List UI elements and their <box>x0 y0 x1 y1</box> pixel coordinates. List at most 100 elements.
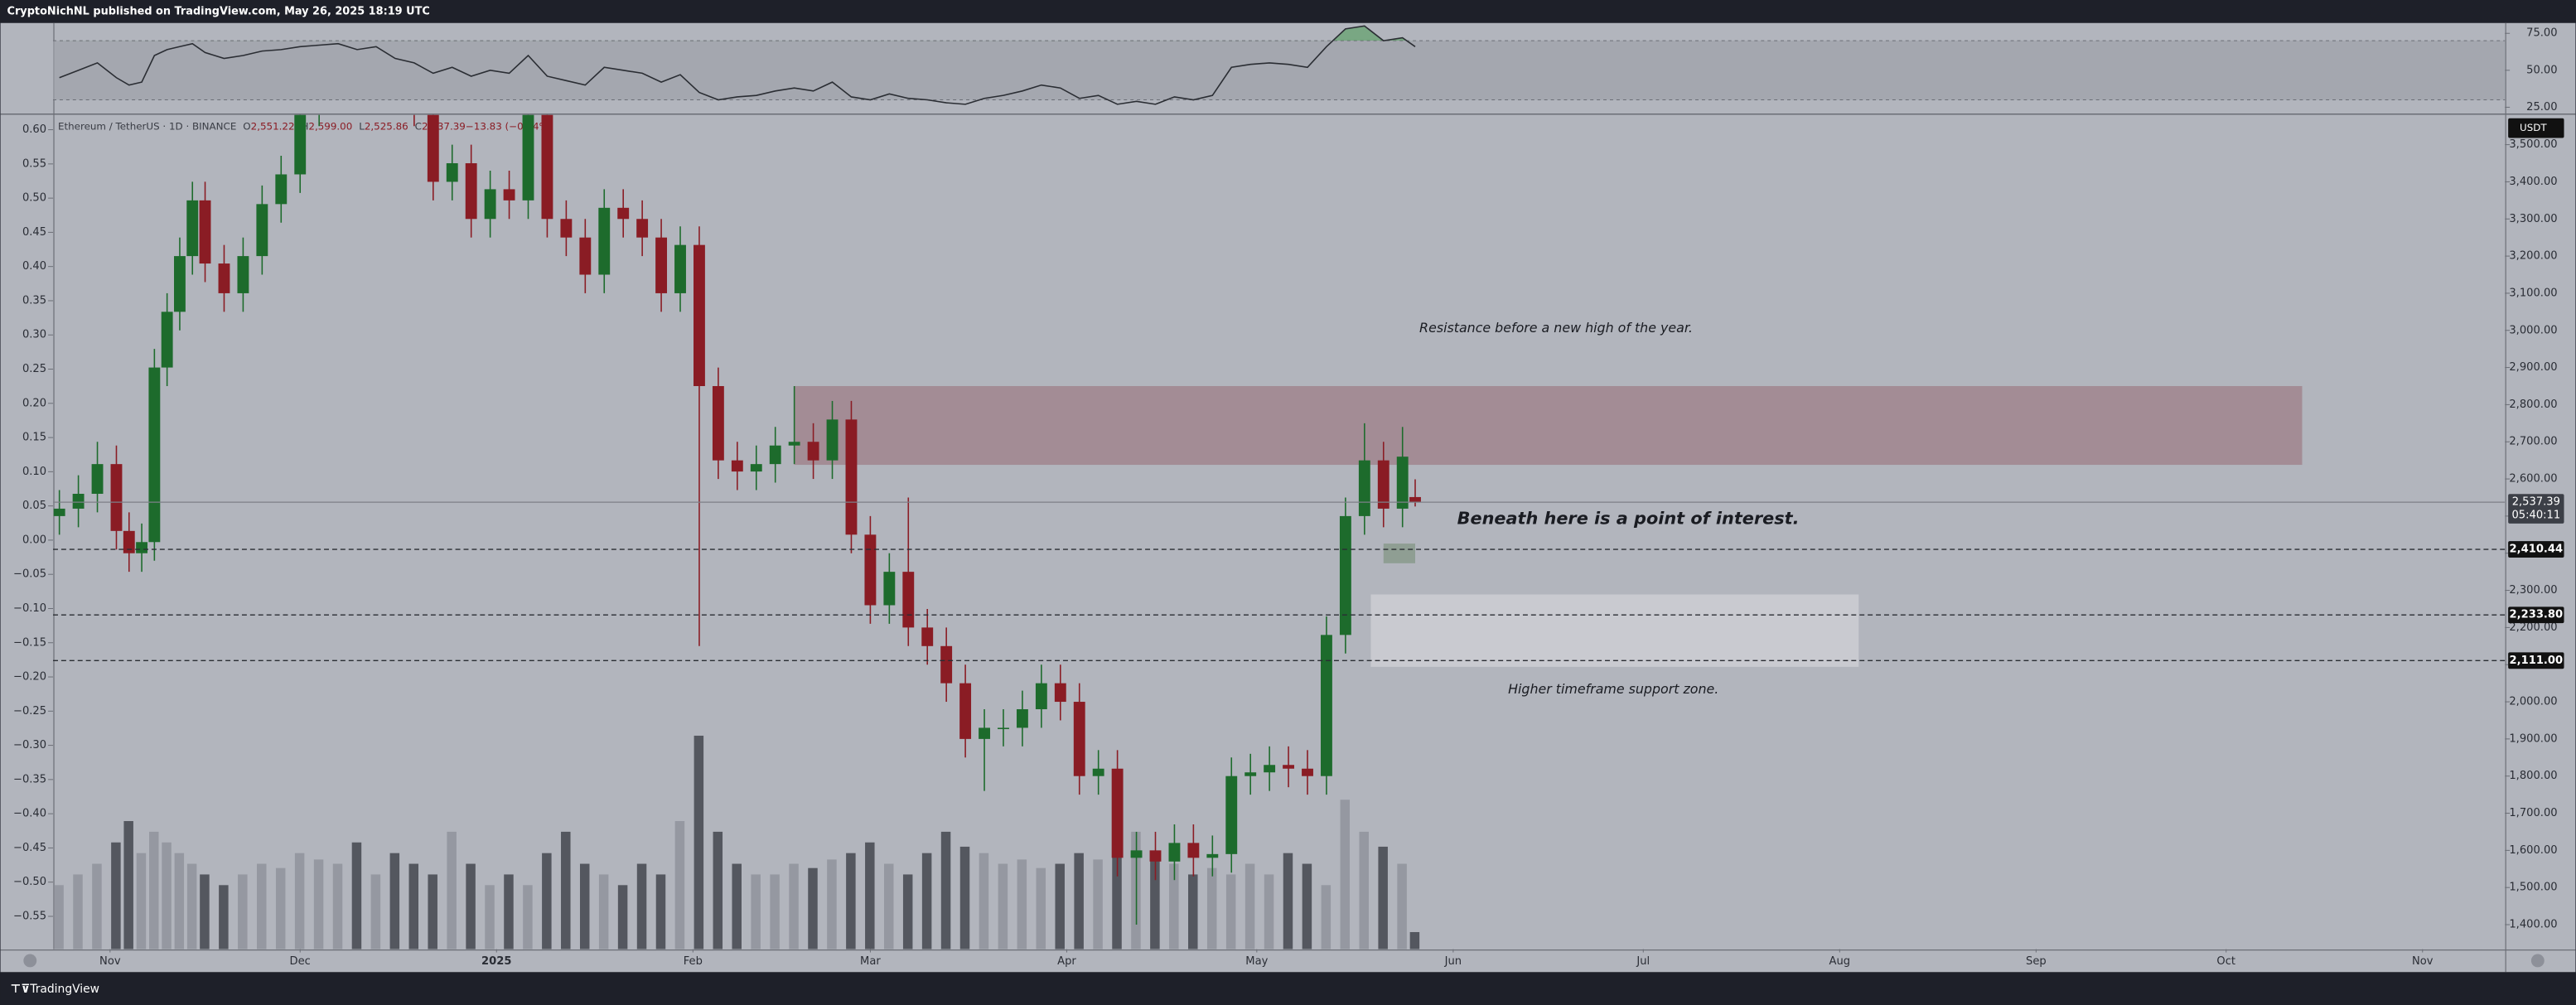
y-tick-label: 1,900.00 <box>2509 732 2557 745</box>
axis-button[interactable] <box>23 954 37 968</box>
volume-bar <box>111 842 121 949</box>
volume-bar <box>238 874 248 949</box>
candle-body <box>218 263 230 293</box>
candle-body <box>186 200 199 257</box>
left-tick-label: 0.35 <box>22 294 46 307</box>
last-price-label: 2,537.39 <box>2512 496 2560 509</box>
candle-body <box>1339 515 1351 635</box>
legend-value: 2,525.86 <box>365 120 408 132</box>
left-tick-label: 0.10 <box>22 466 46 478</box>
left-tick-label: 0.50 <box>22 192 46 205</box>
legend-value: −13.83 (−0.54%) <box>466 120 553 132</box>
volume-bar <box>636 863 647 949</box>
volume-bar <box>447 831 457 949</box>
y-tick-label: 3,500.00 <box>2509 138 2557 151</box>
main-pane <box>53 114 2506 949</box>
legend-key: C <box>415 120 422 132</box>
candle-body <box>1206 853 1219 858</box>
candle-body <box>148 367 161 543</box>
annotation: Beneath here is a point of interest. <box>1457 508 1800 528</box>
candle-body <box>1283 765 1295 769</box>
y-tick-label: 2,000.00 <box>2509 696 2557 708</box>
candle-body <box>1302 768 1313 776</box>
y-tick-label: 3,200.00 <box>2509 250 2557 263</box>
volume-bar <box>1112 842 1122 949</box>
volume-bar <box>389 853 400 949</box>
volume-bar <box>1397 863 1407 949</box>
volume-bar <box>351 842 362 949</box>
volume-bar <box>1321 885 1331 949</box>
legend-value: 2,551.22 <box>251 120 295 132</box>
volume-bar <box>846 853 856 949</box>
volume-bar <box>561 831 571 949</box>
legend-key: O <box>243 120 250 132</box>
volume-bar <box>979 853 989 949</box>
zone <box>1370 594 1859 667</box>
candle-body <box>1168 843 1181 862</box>
volume-bar <box>136 853 147 949</box>
y-tick-label: 2,300.00 <box>2509 584 2557 597</box>
last-price-box <box>2508 494 2564 524</box>
volume-bar <box>598 874 609 949</box>
volume-bar <box>751 874 761 949</box>
x-tick-label: Feb <box>684 955 703 968</box>
volume-bar <box>884 863 894 949</box>
volume-bar <box>1150 853 1160 949</box>
volume-bar <box>1283 853 1293 949</box>
level-label: 2,410.44 <box>2510 544 2564 556</box>
volume-bar <box>332 863 343 949</box>
candle-body <box>731 460 743 472</box>
left-tick-label: 0.30 <box>22 329 46 341</box>
x-tick-label: Dec <box>290 955 311 968</box>
volume-bar <box>998 863 1008 949</box>
y-tick-label: 1,500.00 <box>2509 882 2557 894</box>
symbol-title: Ethereum / TetherUS · 1D · BINANCE <box>58 120 236 132</box>
footer-logo: ⊤⊽ <box>10 983 30 996</box>
candle-body <box>750 464 762 472</box>
volume-bar <box>1359 831 1369 949</box>
volume-bar <box>370 874 381 949</box>
rsi-tick-label: 25.00 <box>2526 101 2557 114</box>
left-tick-label: 0.05 <box>22 500 46 512</box>
volume-bar <box>466 863 476 949</box>
volume-bar <box>294 853 305 949</box>
y-tick-label: 2,700.00 <box>2509 436 2557 448</box>
rsi-tick-label: 50.00 <box>2526 64 2557 76</box>
x-tick-label: Jun <box>1444 955 1462 968</box>
settings-button[interactable] <box>2530 954 2545 968</box>
level-box <box>2508 606 2564 624</box>
candle-body <box>91 464 104 495</box>
candle-body <box>53 508 65 516</box>
y-tick-label: 3,300.00 <box>2509 213 2557 225</box>
volume-bar <box>162 842 172 949</box>
currency: USDT <box>2520 122 2547 133</box>
candle-body <box>1187 843 1200 858</box>
candle-body <box>1130 850 1143 858</box>
volume-bar <box>1245 863 1255 949</box>
x-tick-label: Mar <box>860 955 881 968</box>
candle-body <box>674 244 686 293</box>
candle-body <box>1358 460 1370 516</box>
x-tick-label: Aug <box>1829 955 1851 968</box>
left-tick-label: −0.15 <box>13 636 46 649</box>
candle-body <box>940 645 953 684</box>
candle-body <box>636 219 649 238</box>
header-bar <box>0 0 2576 23</box>
volume-bar <box>408 863 419 949</box>
candle-body <box>1377 460 1389 509</box>
candle-body <box>579 237 592 275</box>
candle-body <box>1225 775 1238 854</box>
candle-body <box>503 189 515 201</box>
candle-body <box>541 114 553 220</box>
volume-bar <box>149 831 159 949</box>
x-tick-label: Jul <box>1636 955 1650 968</box>
candle-body <box>1321 635 1332 776</box>
left-tick-label: 0.25 <box>22 363 46 375</box>
candle-body <box>694 244 705 386</box>
candle-body <box>1054 683 1066 703</box>
volume-bar <box>504 874 514 949</box>
volume-bar <box>1378 846 1388 949</box>
left-tick-label: 0.20 <box>22 397 46 409</box>
